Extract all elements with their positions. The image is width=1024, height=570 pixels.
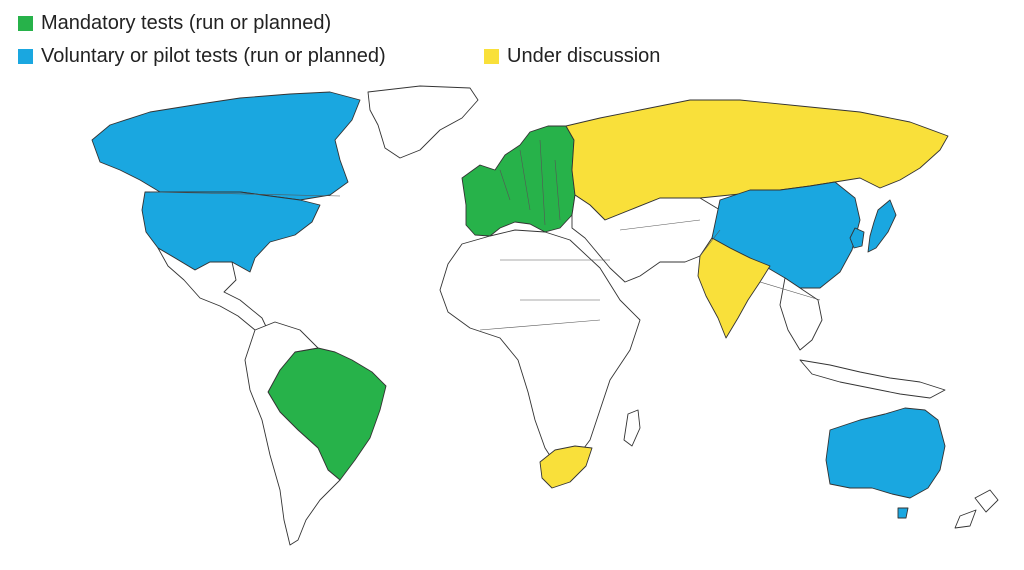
canada-region <box>91 91 361 201</box>
legend-swatch-voluntary <box>18 49 33 64</box>
legend-label-discussion: Under discussion <box>507 45 661 67</box>
legend-label-voluntary: Voluntary or pilot tests (run or planned… <box>41 45 386 67</box>
europe-region <box>461 125 576 237</box>
map-legend: Mandatory tests (run or planned) Volunta… <box>0 0 1024 80</box>
legend-swatch-discussion <box>484 49 499 64</box>
southeast-asia-region <box>779 277 823 351</box>
south-korea-region <box>849 227 865 249</box>
legend-item-mandatory: Mandatory tests (run or planned) <box>18 12 331 35</box>
india-region <box>697 237 771 339</box>
indonesia-region <box>799 359 946 399</box>
madagascar-region <box>623 409 641 447</box>
legend-item-discussion: Under discussion <box>484 45 660 68</box>
legend-label-mandatory: Mandatory tests (run or planned) <box>41 12 332 34</box>
legend-swatch-mandatory <box>18 16 33 31</box>
south-africa-region <box>539 445 593 489</box>
tasmania-region <box>897 507 909 519</box>
mexico-central-america-region <box>157 247 271 336</box>
australia-region <box>825 407 946 499</box>
internal-borders <box>149 139 821 331</box>
japan-region <box>867 199 897 253</box>
south-america-region <box>244 321 341 546</box>
greenland-region <box>367 85 479 159</box>
legend-item-voluntary: Voluntary or pilot tests (run or planned… <box>18 45 386 68</box>
new-zealand-region <box>954 489 999 529</box>
